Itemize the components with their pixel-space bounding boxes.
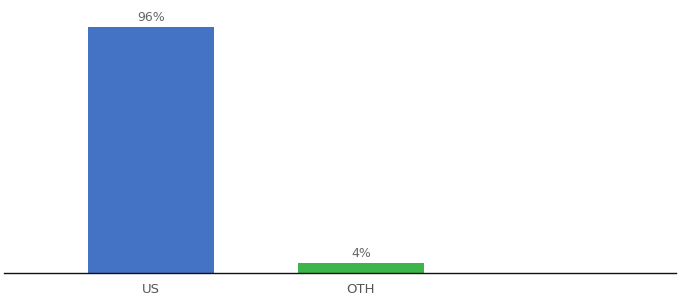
Bar xyxy=(88,27,214,273)
Text: 96%: 96% xyxy=(137,11,165,24)
Text: 4%: 4% xyxy=(351,247,371,260)
Bar xyxy=(298,263,424,273)
